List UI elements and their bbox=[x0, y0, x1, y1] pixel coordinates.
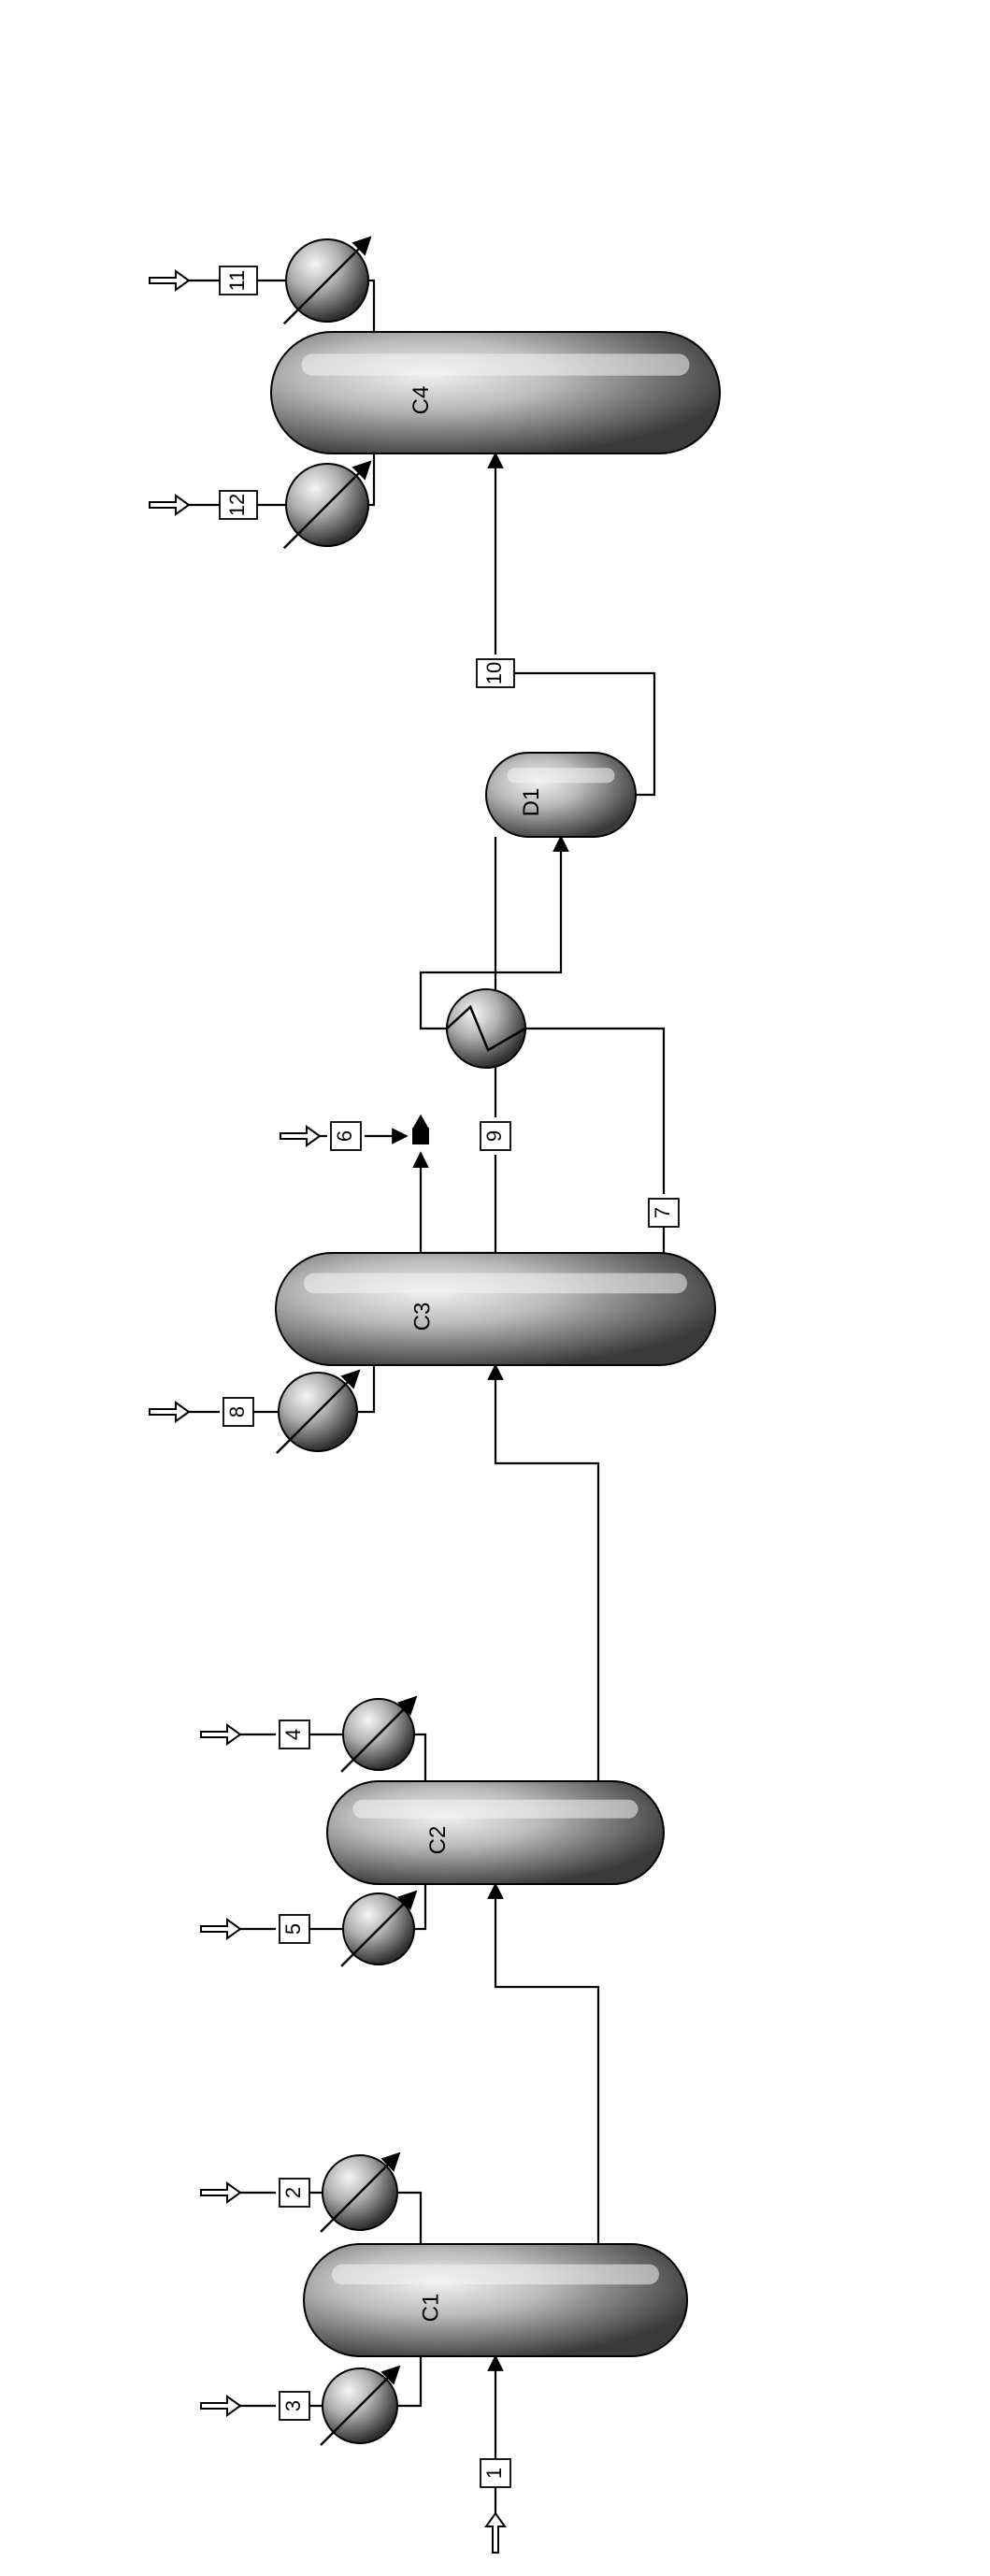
stream-label-4: 4 bbox=[280, 1720, 309, 1749]
heat-exchanger-hx-c2-bot bbox=[341, 1892, 416, 1966]
svg-text:6: 6 bbox=[333, 1130, 356, 1142]
vessel-C4: C4 bbox=[271, 332, 720, 453]
stream-terminal-arrow bbox=[201, 2183, 240, 2202]
stream-s9-ej bbox=[421, 1153, 495, 1253]
svg-text:3: 3 bbox=[281, 2400, 305, 2411]
stream-terminal-arrow bbox=[201, 1725, 240, 1744]
stream-terminal-arrow bbox=[486, 2513, 505, 2553]
stream-c1-top-hx bbox=[397, 2193, 421, 2244]
vessel-C3: C3 bbox=[276, 1253, 715, 1365]
stream-label-1: 1 bbox=[481, 2459, 510, 2487]
stream-c4-bot-hx bbox=[368, 453, 374, 505]
stream-terminal-arrow bbox=[150, 1403, 189, 1421]
heat-exchanger-hx-c1-top bbox=[321, 2153, 399, 2232]
heat-exchanger-hx-c3-top bbox=[447, 989, 525, 1068]
svg-text:5: 5 bbox=[281, 1923, 305, 1935]
stream-terminal-arrow bbox=[150, 496, 189, 514]
stream-label-12: 12 bbox=[220, 491, 257, 519]
svg-text:12: 12 bbox=[225, 494, 249, 516]
stream-c1-bot-hx bbox=[397, 2356, 421, 2406]
stream-label-9: 9 bbox=[481, 1122, 510, 1150]
stream-c3-bot-hx bbox=[357, 1365, 374, 1412]
svg-text:4: 4 bbox=[281, 1729, 305, 1740]
stream-c4-top-hx bbox=[368, 281, 374, 332]
svg-text:10: 10 bbox=[482, 662, 506, 684]
stream-c2-bot-hx bbox=[414, 1884, 425, 1929]
stream-terminal-arrow bbox=[150, 271, 189, 290]
stream-label-10: 10 bbox=[477, 659, 514, 687]
stream-c2-c3 bbox=[495, 1365, 598, 1781]
svg-text:7: 7 bbox=[651, 1207, 674, 1218]
heat-exchanger-hx-c4-top bbox=[284, 237, 370, 324]
stream-label-6: 6 bbox=[331, 1122, 361, 1150]
stream-terminal-arrow bbox=[201, 1920, 240, 1938]
vessel-label-D1: D1 bbox=[519, 788, 544, 817]
vessel-label-C4: C4 bbox=[409, 386, 434, 415]
svg-text:11: 11 bbox=[225, 270, 249, 292]
stream-label-2: 2 bbox=[280, 2179, 309, 2207]
svg-text:9: 9 bbox=[482, 1130, 506, 1142]
vessel-D1: D1 bbox=[486, 753, 636, 837]
ejector bbox=[412, 1115, 429, 1144]
stream-label-11: 11 bbox=[220, 266, 257, 295]
stream-s7-hx bbox=[525, 1029, 664, 1194]
heat-exchanger-hx-c2-top bbox=[341, 1697, 416, 1772]
vessel-C2: C2 bbox=[327, 1781, 664, 1884]
vessel-label-C1: C1 bbox=[419, 2294, 444, 2323]
vessel-label-C2: C2 bbox=[425, 1826, 451, 1855]
stream-terminal-arrow bbox=[280, 1127, 320, 1145]
vessel-label-C3: C3 bbox=[410, 1302, 436, 1331]
stream-c1-c2 bbox=[495, 1884, 598, 2244]
heat-exchanger-hx-c1-bot bbox=[321, 2367, 399, 2445]
heat-exchanger-hx-c4-bot bbox=[284, 462, 370, 548]
stream-label-8: 8 bbox=[223, 1398, 253, 1426]
svg-text:2: 2 bbox=[281, 2187, 305, 2198]
stream-label-3: 3 bbox=[280, 2392, 309, 2420]
heat-exchanger-hx-c3-bot bbox=[277, 1371, 359, 1453]
vessel-C1: C1 bbox=[304, 2244, 687, 2356]
stream-label-5: 5 bbox=[280, 1915, 309, 1943]
stream-c2-top-hx bbox=[414, 1734, 425, 1781]
svg-text:8: 8 bbox=[225, 1406, 249, 1418]
stream-label-7: 7 bbox=[649, 1199, 679, 1227]
stream-terminal-arrow bbox=[201, 2396, 240, 2415]
svg-text:1: 1 bbox=[482, 2468, 506, 2479]
